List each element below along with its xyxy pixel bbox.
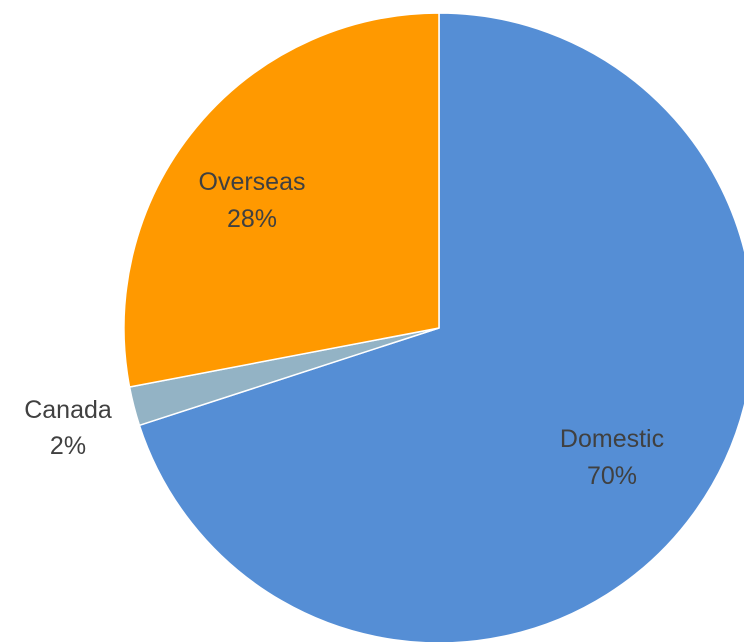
pie-labels: Domestic 70% Canada 2% Overseas 28% <box>24 168 664 490</box>
slice-label-name-overseas: Overseas <box>199 168 306 196</box>
pie-slice-overseas <box>123 12 440 388</box>
slice-label-name-canada: Canada <box>24 396 112 424</box>
pie-slice-domestic <box>138 12 744 642</box>
slice-label-percent-domestic: 70% <box>587 462 637 490</box>
slice-label-percent-overseas: 28% <box>227 205 277 233</box>
slice-label-percent-canada: 2% <box>50 432 86 460</box>
pie-slices <box>123 12 744 642</box>
slice-label-name-domestic: Domestic <box>560 425 664 453</box>
